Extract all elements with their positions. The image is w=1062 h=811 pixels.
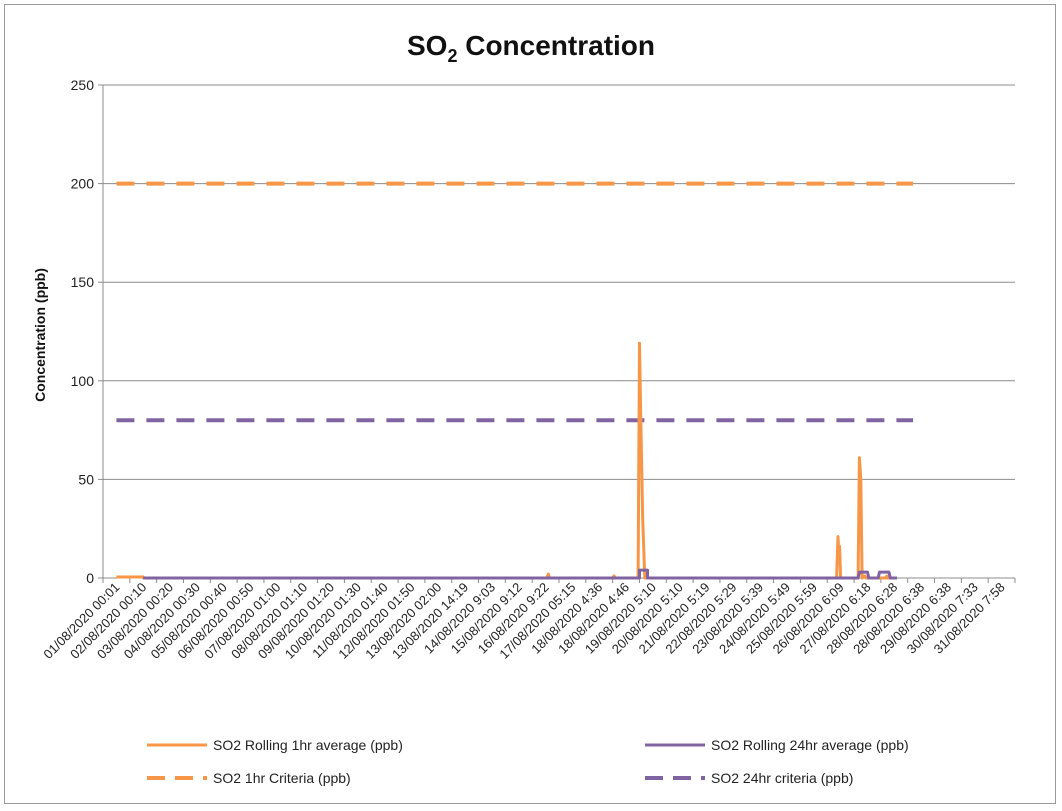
gridlines — [103, 84, 1015, 480]
chart-frame: SO2 Concentration Concentration (ppb) 0 5… — [4, 4, 1056, 804]
title-main: SO — [407, 30, 447, 61]
y-tick-label: 250 — [71, 77, 95, 93]
series-line-1 — [143, 568, 897, 580]
y-axis-title: Concentration (ppb) — [32, 268, 48, 402]
y-tick-label: 50 — [78, 471, 94, 487]
y-tick-label: 150 — [71, 274, 95, 290]
y-tick-labels: 0 50 100 150 200 250 — [71, 77, 103, 586]
series-layer — [116, 181, 914, 580]
y-tick-label: 100 — [71, 373, 95, 389]
title-subscript: 2 — [447, 46, 457, 66]
chart-canvas: SO2 Concentration Concentration (ppb) 0 5… — [32, 30, 1016, 786]
y-tick-label: 200 — [71, 176, 95, 192]
title-rest: Concentration — [457, 30, 655, 61]
series-line-0 — [116, 341, 897, 580]
legend-label: SO2 1hr Criteria (ppb) — [213, 770, 351, 786]
legend-label: SO2 24hr criteria (ppb) — [711, 770, 853, 786]
legend-label: SO2 Rolling 1hr average (ppb) — [213, 737, 403, 753]
legend-label: SO2 Rolling 24hr average (ppb) — [711, 737, 909, 753]
legend: SO2 Rolling 1hr average (ppb) SO2 Rolling… — [147, 737, 909, 786]
chart-title: SO2 Concentration — [407, 30, 655, 66]
y-tick-label: 0 — [86, 570, 94, 586]
